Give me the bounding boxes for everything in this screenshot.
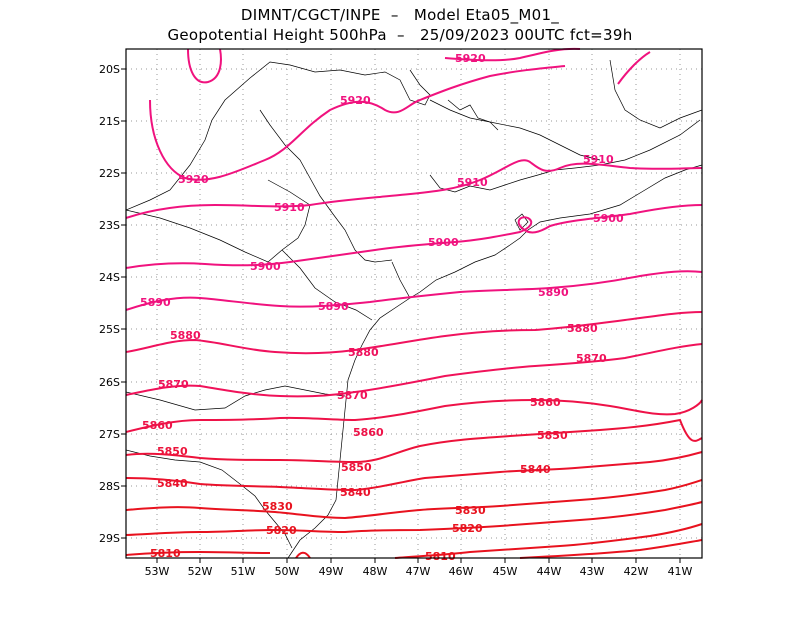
contour-5910-north	[617, 51, 651, 85]
contour-label: 5920	[178, 173, 209, 186]
contour-label: 5890	[140, 296, 171, 309]
lat-tick-label: 28S	[99, 480, 120, 493]
lon-tick-label: 51W	[231, 565, 256, 578]
contour-label: 5920	[340, 94, 371, 107]
contour-label: 5850	[537, 429, 568, 442]
lon-tick-label: 46W	[449, 565, 474, 578]
lat-tick-label: 26S	[99, 376, 120, 389]
contour-label: 5860	[353, 426, 384, 439]
river-parana	[259, 109, 393, 263]
contour-5890	[125, 270, 703, 311]
state-border-sc-rs	[125, 385, 346, 411]
border-mg-es	[609, 59, 703, 129]
contour-5820	[125, 501, 703, 536]
contour-5800	[519, 539, 703, 559]
contour-5810	[125, 523, 703, 559]
contour-label: 5840	[157, 477, 188, 490]
lat-tick-label: 27S	[99, 428, 120, 441]
lake-islands	[447, 99, 499, 131]
contour-label: 5810	[150, 547, 181, 560]
map-frame	[125, 48, 703, 559]
contour-5870	[125, 343, 703, 398]
contour-label: 5850	[157, 445, 188, 458]
contour-5910	[125, 159, 703, 219]
contour-label: 5920	[455, 52, 486, 65]
state-border-mg-sp	[125, 61, 431, 211]
contour-label: 5830	[455, 504, 486, 517]
contour-label: 5820	[452, 522, 483, 535]
bay-guanabara	[514, 213, 529, 231]
contour-label: 5870	[337, 389, 368, 402]
contour-5900	[125, 204, 703, 269]
contour-label: 5840	[520, 463, 551, 476]
contour-label: 5870	[576, 352, 607, 365]
contour-label: 5900	[428, 236, 459, 249]
lon-tick-label: 49W	[319, 565, 344, 578]
lat-tick-label: 24S	[99, 271, 120, 284]
lon-tick-label: 42W	[624, 565, 649, 578]
border-argentina	[125, 449, 293, 549]
state-border-sp-rj	[429, 119, 701, 193]
contour-label: 5810	[425, 550, 456, 563]
lon-tick-label: 53W	[145, 565, 170, 578]
lat-tick-label: 23S	[99, 219, 120, 232]
contour-5920-a	[149, 65, 566, 181]
contour-5830	[125, 479, 703, 520]
lat-tick-label: 29S	[99, 532, 120, 545]
latitude-labels: 20S 21S 22S 23S 24S 25S 26S 27S 28S 29S	[99, 63, 120, 545]
contour-label: 5900	[593, 212, 624, 225]
contour-5880	[125, 311, 703, 355]
contour-5920-loop	[187, 48, 222, 84]
map-title-line-1: DIMNT/CGCT/INPE – Model Eta05_M01_	[240, 6, 560, 24]
contour-5840	[125, 451, 703, 492]
lon-tick-label: 52W	[188, 565, 213, 578]
contour-label: 5840	[340, 486, 371, 499]
lon-tick-label: 44W	[537, 565, 562, 578]
state-border-ms-pr	[125, 179, 311, 263]
contour-label: 5880	[348, 346, 379, 359]
state-border-pr-sc	[281, 249, 373, 321]
contour-label: 5820	[266, 524, 297, 537]
coastline-and-borders	[125, 59, 703, 559]
contour-label: 5860	[142, 419, 173, 432]
contour-label: 5890	[318, 300, 349, 313]
height-contours	[125, 47, 703, 559]
coastline-sp	[391, 164, 703, 299]
graticule	[126, 49, 702, 558]
lat-tick-label: 25S	[99, 323, 120, 336]
lon-tick-label: 43W	[580, 565, 605, 578]
lat-tick-label: 22S	[99, 167, 120, 180]
contour-label: 5890	[538, 286, 569, 299]
axis-ticks	[121, 68, 681, 563]
longitude-labels: 53W 52W 51W 50W 49W 48W 47W 46W 45W 44W …	[145, 565, 693, 578]
lon-tick-label: 41W	[668, 565, 693, 578]
contour-label: 5880	[170, 329, 201, 342]
contour-label: 5880	[567, 322, 598, 335]
contour-5860	[125, 398, 703, 433]
contour-label: 5910	[274, 201, 305, 214]
contour-label: 5860	[530, 396, 561, 409]
contour-label: 5830	[262, 500, 293, 513]
lon-tick-label: 48W	[363, 565, 388, 578]
contour-label: 5900	[250, 260, 281, 273]
contour-label: 5910	[583, 153, 614, 166]
coastline-south	[287, 297, 411, 559]
lon-tick-label: 45W	[493, 565, 518, 578]
contour-label: 5850	[341, 461, 372, 474]
lat-tick-label: 20S	[99, 63, 120, 76]
border-mg-rj	[429, 99, 601, 161]
lat-tick-label: 21S	[99, 115, 120, 128]
contour-label: 5870	[158, 378, 189, 391]
map-title-line-2: Geopotential Height 500hPa – 25/09/2023 …	[167, 26, 633, 44]
contour-labels: 5920 5920 5920 5910 5910 5910 5900 5900 …	[140, 52, 624, 563]
lon-tick-label: 50W	[275, 565, 300, 578]
contour-label: 5910	[457, 176, 488, 189]
lon-tick-label: 47W	[406, 565, 431, 578]
contour-5850	[125, 418, 703, 464]
